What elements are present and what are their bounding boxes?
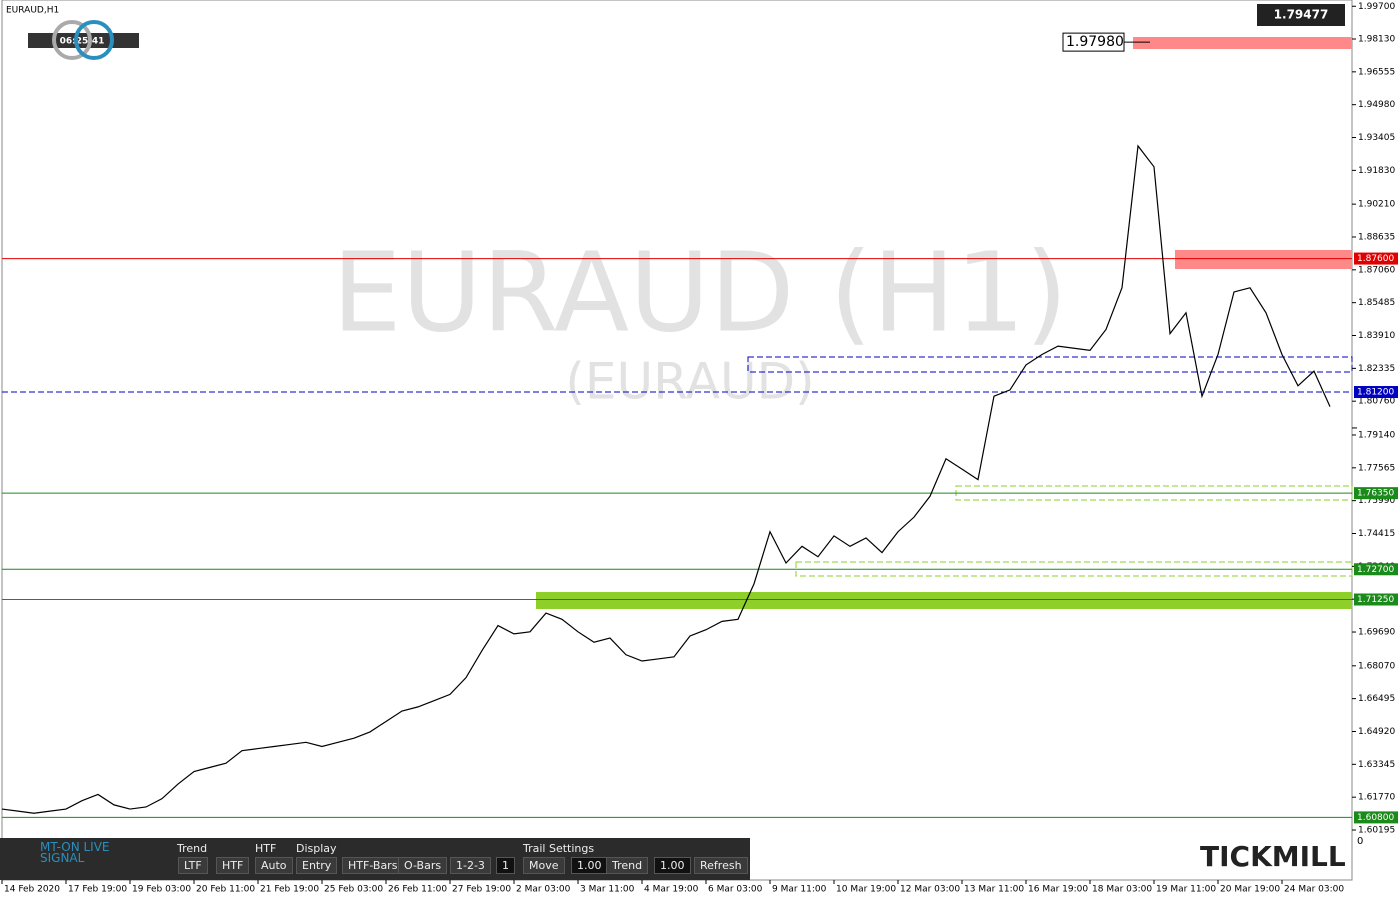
y-tick-label: 1.87060 xyxy=(1358,265,1395,275)
level-tag xyxy=(1354,252,1398,265)
level-tag xyxy=(1354,563,1398,576)
y-tick-label: 1.68070 xyxy=(1358,661,1395,671)
level-label: 1.87600 xyxy=(1357,254,1394,264)
zone-outline xyxy=(747,356,1353,373)
y-tick-label: 1.90210 xyxy=(1358,200,1395,210)
current-price: 1.79477 xyxy=(1274,8,1329,22)
button[interactable]: HTF xyxy=(216,857,250,874)
plot-frame xyxy=(1,0,1353,881)
x-tick-label: 21 Feb 19:00 xyxy=(260,885,319,895)
label: HTF xyxy=(255,842,277,855)
level-label: 1.60800 xyxy=(1357,813,1394,823)
y-tick-label: 1.77565 xyxy=(1358,463,1395,473)
x-tick-label: 27 Feb 19:00 xyxy=(452,885,511,895)
button[interactable]: Auto xyxy=(255,857,293,874)
button[interactable]: Entry xyxy=(296,857,338,874)
y-tick-label: 1.94980 xyxy=(1358,100,1395,110)
button[interactable]: 1-2-3 xyxy=(450,857,491,874)
watermark-sub: (EURAUD) xyxy=(565,353,814,411)
button[interactable]: HTF-Bars xyxy=(342,857,404,874)
y-tick-label: 1.96555 xyxy=(1358,67,1395,77)
demand-zone xyxy=(536,592,1352,609)
button[interactable]: LTF xyxy=(178,857,208,874)
y-tick-label: 1.99700 xyxy=(1358,2,1395,12)
logo-ring xyxy=(52,20,92,60)
y-tick-label: 1.60195 xyxy=(1358,826,1395,836)
y-tick-label: 1.66495 xyxy=(1358,694,1395,704)
x-tick-label: 9 Mar 11:00 xyxy=(772,885,827,895)
logo-ring xyxy=(74,20,114,60)
y-tick-label: 1.69690 xyxy=(1358,628,1395,638)
x-tick-label: 18 Mar 03:00 xyxy=(1092,885,1152,895)
level-tag xyxy=(1354,386,1398,399)
x-tick-label: 12 Mar 03:00 xyxy=(900,885,960,895)
y-tick-label: 1.82335 xyxy=(1358,364,1395,374)
price-line xyxy=(1,144,1331,814)
x-tick-label: 14 Feb 2020 xyxy=(4,885,60,895)
y-tick-label: 1.75990 xyxy=(1358,496,1395,506)
button[interactable]: O-Bars xyxy=(398,857,448,874)
y-tick-label: 1.91830 xyxy=(1358,166,1395,176)
x-tick-label: 19 Feb 03:00 xyxy=(132,885,191,895)
input[interactable]: 1.00 xyxy=(571,857,608,874)
x-tick-label: 4 Mar 19:00 xyxy=(644,885,699,895)
x-tick-label: 13 Mar 11:00 xyxy=(964,885,1024,895)
button[interactable]: Move xyxy=(523,857,565,874)
y-tick-label: 1.93405 xyxy=(1358,133,1395,143)
brand: TICKMILL xyxy=(1200,840,1346,873)
x-tick-label: 26 Feb 11:00 xyxy=(388,885,447,895)
supply-zone xyxy=(1133,37,1352,49)
y-tick-label: 1.80760 xyxy=(1358,397,1395,407)
x-tick-label: 25 Feb 03:00 xyxy=(324,885,383,895)
supply-zone xyxy=(1175,250,1352,269)
x-tick-label: 24 Mar 03:00 xyxy=(1284,885,1344,895)
x-tick-label: 19 Mar 11:00 xyxy=(1156,885,1216,895)
watermark: EURAUD (H1) xyxy=(332,228,1068,356)
high-box xyxy=(1062,32,1125,52)
label: Display xyxy=(296,842,337,855)
symbol-label: EURAUD,H1 xyxy=(6,6,59,16)
y-tick-label: 1.63345 xyxy=(1358,760,1395,770)
x-tick-label: 20 Mar 19:00 xyxy=(1220,885,1280,895)
x-tick-label: 6 Mar 03:00 xyxy=(708,885,763,895)
price-box xyxy=(1257,4,1345,26)
y-tick-label: 1.64920 xyxy=(1358,727,1395,737)
timer: 06:25:41 xyxy=(60,37,105,47)
level-tag xyxy=(1354,593,1398,606)
x-tick-label: 20 Feb 11:00 xyxy=(196,885,255,895)
level-label: 1.76350 xyxy=(1357,489,1394,499)
y-tick-label: 1.88635 xyxy=(1358,232,1395,242)
button[interactable]: Refresh xyxy=(694,857,748,874)
input[interactable]: 1.00 xyxy=(654,857,691,874)
x-tick-label: 10 Mar 19:00 xyxy=(836,885,896,895)
high-label: 1.97980 xyxy=(1066,34,1124,50)
x-tick-label: 3 Mar 11:00 xyxy=(580,885,635,895)
y-tick-label: 1.83910 xyxy=(1358,331,1395,341)
axis-zero: 0 xyxy=(1357,836,1364,847)
level-label: 1.71250 xyxy=(1357,595,1394,605)
x-tick-label: 17 Feb 19:00 xyxy=(68,885,127,895)
y-tick-label: 1.79140 xyxy=(1358,430,1395,440)
y-tick-label: 1.85485 xyxy=(1358,298,1395,308)
level-tag xyxy=(1354,487,1398,500)
x-tick-label: 16 Mar 19:00 xyxy=(1028,885,1088,895)
y-tick-label: 1.61770 xyxy=(1358,793,1395,803)
level-label: 1.81200 xyxy=(1357,388,1394,398)
x-tick-label: 2 Mar 03:00 xyxy=(516,885,571,895)
y-tick-label: 1.74415 xyxy=(1358,529,1395,539)
level-label: 1.72700 xyxy=(1357,565,1394,575)
level-tag xyxy=(1354,811,1398,824)
label: Trend xyxy=(177,842,208,855)
logo: MT-ON LIVE SIGNAL xyxy=(40,840,110,865)
label: Trail Settings xyxy=(523,842,595,855)
toolbar: MT-ON LIVE SIGNAL Trend LTF HTF HTF Auto… xyxy=(0,838,750,880)
input[interactable]: 1 xyxy=(496,857,515,874)
y-tick-label: 1.98130 xyxy=(1358,34,1395,44)
button[interactable]: Trend xyxy=(606,857,649,874)
